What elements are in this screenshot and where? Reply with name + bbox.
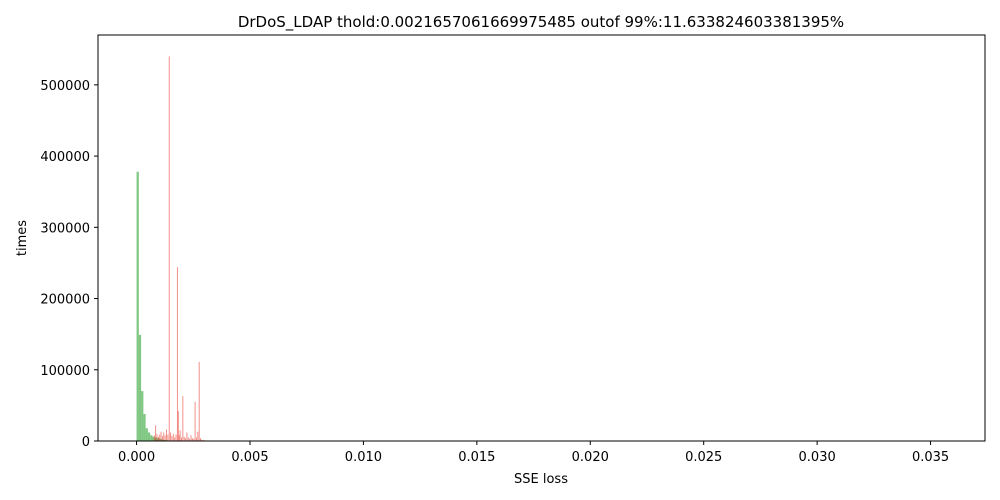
histogram-bar-series-1-bin-36	[201, 439, 203, 441]
y-tick-label: 400000	[40, 150, 90, 165]
histogram-bar-series-1-bin-31	[194, 401, 196, 441]
x-axis: 0.000 0.005 0.010 0.015 0.020 0.025 0.030 0.035	[118, 441, 949, 465]
y-tick-label: 100000	[40, 364, 90, 379]
histogram-bar-series-0-bin-2	[141, 391, 144, 441]
histogram-bar-series-0-bin-6	[150, 435, 153, 441]
bars-layer	[136, 56, 208, 442]
x-axis-label: SSE loss	[514, 472, 568, 487]
histogram-bar-series-1-bin-24	[185, 438, 187, 441]
histogram-bar-series-1-bin-7	[163, 432, 165, 441]
histogram-bar-series-1-bin-37	[202, 439, 204, 441]
y-tick-label: 200000	[40, 293, 90, 308]
histogram-bar-series-1-bin-17	[176, 267, 178, 441]
y-tick-label: 500000	[40, 79, 90, 94]
histogram-bar-series-1-bin-10	[167, 434, 169, 441]
histogram-bar-series-1-bin-21	[181, 437, 182, 441]
histogram-bar-series-1-bin-26	[187, 437, 189, 441]
y-axis-label: times	[15, 220, 30, 256]
histogram-bar-series-1-bin-20	[179, 430, 181, 441]
histogram-bar-series-0-bin-5	[147, 432, 151, 441]
histogram-bar-series-1-bin-13	[171, 436, 173, 441]
histogram-bar-series-1-bin-16	[175, 434, 177, 441]
histogram-bar-series-1-bin-32	[196, 437, 197, 441]
histogram-bar-series-1-bin-25	[186, 432, 188, 441]
histogram-bar-series-1-bin-4	[159, 434, 161, 441]
histogram-bar-series-1-bin-33	[197, 431, 199, 441]
x-tick-label: 0.025	[685, 450, 722, 465]
y-axis: 0 100000 200000 300000 400000 500000	[40, 79, 98, 450]
y-tick-label: 300000	[40, 221, 90, 236]
x-tick-label: 0.010	[345, 450, 382, 465]
plot-frame	[97, 34, 986, 442]
histogram-bar-series-0-bin-10	[159, 438, 162, 441]
histogram-bar-series-0-bin-4	[145, 428, 148, 441]
histogram-bar-series-1-bin-15	[174, 437, 176, 441]
histogram-bar-series-1-bin-19	[178, 435, 180, 441]
histogram-bar-series-1-bin-35	[200, 438, 201, 441]
x-tick-label: 0.005	[231, 450, 268, 465]
x-tick-label: 0.020	[572, 450, 609, 465]
histogram-bar-series-1-bin-8	[164, 435, 166, 441]
chart-title: DrDoS_LDAP thold:0.0021657061669975485 o…	[238, 13, 844, 32]
histogram-bar-series-1-bin-9	[166, 429, 167, 441]
histogram-bar-series-1-bin-1	[155, 425, 157, 441]
x-tick-label: 0.030	[799, 450, 836, 465]
x-tick-label: 0.035	[912, 450, 949, 465]
histogram-bar-series-1-bin-5	[160, 431, 162, 441]
histogram-bar-series-1-bin-29	[191, 438, 193, 441]
y-tick-label: 0	[82, 435, 90, 450]
histogram-bar-series-1-bin-30	[193, 438, 195, 441]
histogram-bar-series-1-bin-22	[182, 396, 184, 441]
x-tick-label: 0.015	[458, 450, 495, 465]
histogram-bar-series-1-bin-0	[153, 435, 155, 441]
histogram-bar-series-0-bin-7	[152, 436, 155, 441]
histogram-bar-series-0-bin-0	[136, 171, 139, 441]
histogram-bar-series-1-bin-23	[183, 436, 185, 441]
histogram-bar-series-1-bin-28	[190, 435, 192, 441]
histogram-bar-series-1-bin-14	[172, 433, 174, 441]
histogram-bar-series-1-bin-12	[170, 432, 172, 441]
histogram-bar-series-1-bin-6	[161, 436, 163, 441]
x-tick-label: 0.000	[118, 450, 155, 465]
histogram-bar-series-1-bin-11	[168, 56, 170, 442]
histogram-bar-series-0-bin-1	[138, 334, 142, 441]
histogram-bar-series-1-bin-2	[156, 433, 158, 441]
histogram-bar-series-1-bin-34	[198, 361, 200, 441]
histogram-bar-series-1-bin-18	[177, 411, 179, 441]
histogram-bar-series-1-bin-27	[189, 438, 191, 441]
histogram-bar-series-0-bin-3	[143, 413, 146, 441]
histogram-bar-series-1-bin-3	[157, 436, 159, 441]
